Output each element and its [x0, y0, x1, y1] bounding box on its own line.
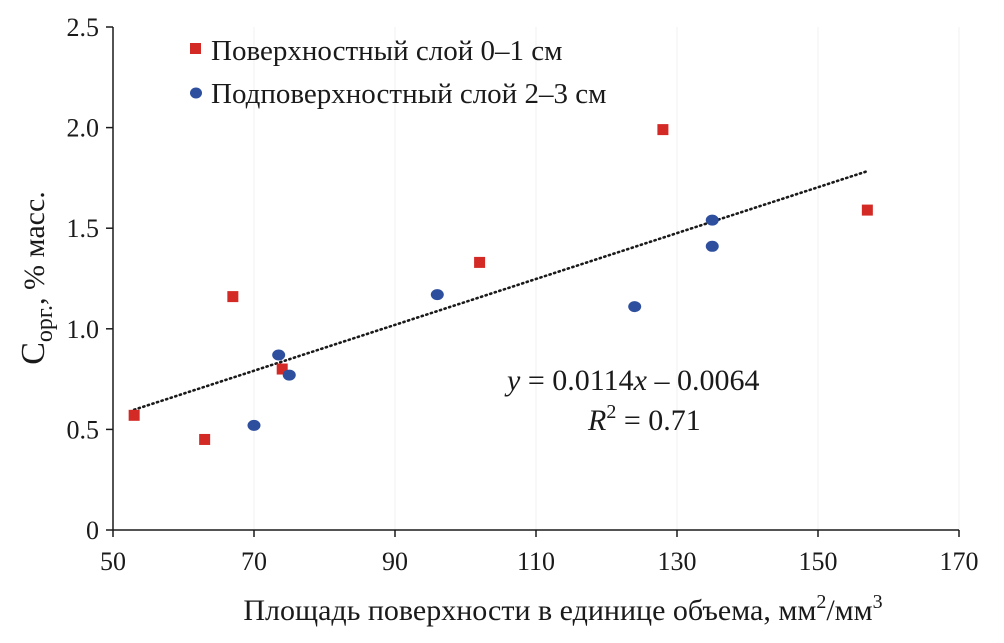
x-tick-label: 110: [517, 547, 555, 576]
point-surface: [861, 204, 873, 216]
data-points: [128, 124, 873, 445]
point-subsurface: [247, 419, 261, 431]
trendline: [132, 169, 869, 412]
y-axis-title-sub: орг.: [32, 305, 58, 342]
point-subsurface: [430, 289, 444, 301]
y-tick-label: 2.5: [67, 13, 100, 42]
x-axis-title-sup1: 2: [816, 591, 826, 613]
equation-y: y: [504, 364, 521, 397]
point-surface: [199, 433, 211, 445]
x-tick-label: 90: [382, 547, 408, 576]
regression-equation: y = 0.0114x – 0.0064 R2 = 0.71: [504, 364, 759, 437]
y-tick-label: 1.5: [67, 214, 100, 243]
x-axis-title-main: Площадь поверхности в единице объема, мм: [243, 594, 816, 627]
point-surface: [276, 363, 288, 375]
y-tick-label: 0: [86, 516, 99, 545]
x-tick-label: 150: [799, 547, 838, 576]
legend-label-subsurface: Подповерхностный слой 2–3 см: [211, 78, 606, 110]
equation-x: x: [633, 364, 648, 397]
r2-superscript: 2: [606, 401, 616, 423]
point-surface: [227, 291, 239, 303]
point-surface: [128, 409, 140, 421]
point-subsurface: [705, 240, 719, 252]
x-tick-label: 70: [241, 547, 267, 576]
point-subsurface: [705, 214, 719, 226]
legend-marker-surface: [190, 43, 201, 54]
equation-intercept: – 0.0064: [647, 364, 760, 397]
x-tick-label: 130: [658, 547, 697, 576]
y-tick-label: 2.0: [67, 114, 100, 143]
legend-label-surface: Поверхностный слой 0–1 см: [211, 35, 562, 67]
equation-coef: = 0.0114: [520, 364, 633, 397]
x-axis-title-mid: /мм: [826, 594, 872, 627]
y-tick-label: 1.0: [67, 315, 100, 344]
point-subsurface: [628, 301, 642, 313]
y-axis-title-rest: , % масс.: [18, 191, 51, 305]
x-axis-title-sup2: 3: [873, 591, 883, 613]
y-axis-title-main: C: [15, 342, 52, 365]
trendline-group: [132, 169, 869, 412]
x-tick-label: 50: [100, 547, 126, 576]
point-surface: [657, 124, 669, 136]
legend-marker-subsurface: [190, 87, 202, 99]
y-axis-title: Cорг., % масс.: [15, 191, 58, 365]
y-tick-label: 0.5: [67, 415, 100, 444]
point-subsurface: [272, 349, 286, 361]
point-subsurface: [282, 369, 296, 381]
r2-value: = 0.71: [616, 404, 700, 437]
equation-line: y = 0.0114x – 0.0064: [504, 364, 759, 397]
legend: Поверхностный слой 0–1 см Подповерхностн…: [190, 35, 606, 110]
x-axis-title: Площадь поверхности в единице объема, мм…: [243, 591, 882, 627]
r-squared-line: R2 = 0.71: [587, 401, 701, 437]
r2-label: R: [587, 404, 606, 437]
point-surface: [474, 256, 486, 268]
x-tick-label: 170: [940, 547, 979, 576]
axes: 0 0.5 1.0 1.5 2.0 2.5 50 70 90 110 130 150 170: [67, 13, 979, 576]
